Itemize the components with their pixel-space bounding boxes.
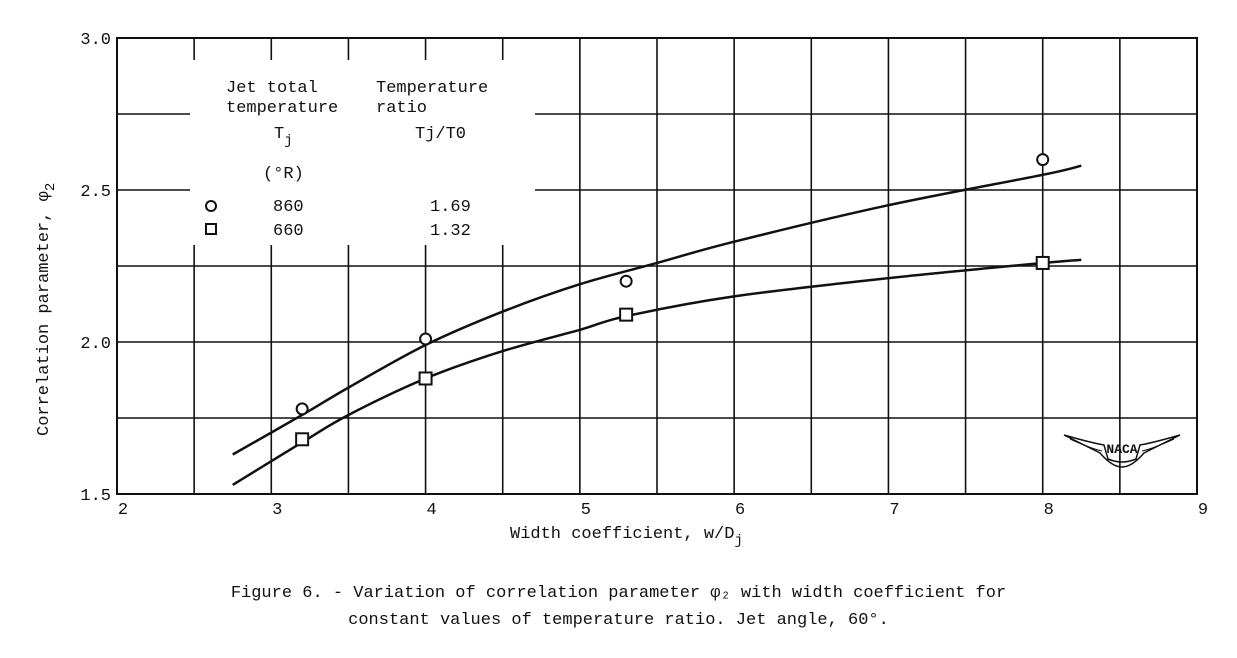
legend: Jet total temperature Temperature ratio … [190, 60, 535, 245]
naca-logo: NACA [1063, 434, 1181, 468]
x-axis-label: Width coefficient, w/Dj [510, 525, 743, 549]
data-point-circle [1036, 153, 1050, 167]
legend-col1-header-2: temperature [226, 99, 338, 118]
x-tick-label: 8 [1044, 501, 1054, 520]
x-tick-label: 4 [426, 501, 436, 520]
tick-labels: 2 3 4 5 6 7 8 9 1.5 2.0 2.5 3.0 [80, 31, 1208, 520]
plot-frame [116, 37, 1198, 495]
data-point-circle [295, 402, 309, 416]
data-point-square [619, 307, 634, 322]
legend-col2-header-1: Temperature [376, 79, 488, 98]
legend-col1-symbol: Tj [274, 125, 293, 149]
legend-row2-ratio: 1.32 [430, 222, 471, 241]
data-point-circle [619, 274, 633, 288]
legend-circle-marker [205, 200, 217, 212]
x-tick-label: 3 [272, 501, 282, 520]
legend-row1-ratio: 1.69 [430, 198, 471, 217]
data-point-square [418, 371, 433, 386]
x-tick-label: 7 [889, 501, 899, 520]
data-points [295, 153, 1050, 447]
legend-square-marker [205, 223, 217, 235]
curves [232, 164, 1082, 486]
legend-background [190, 60, 535, 245]
y-tick-label: 1.5 [80, 487, 111, 506]
caption-line-1: Figure 6. - Variation of correlation par… [230, 584, 1007, 603]
y-tick-label: 2.0 [80, 335, 111, 354]
y-axis-label: Correlation parameter, φ2 [35, 183, 59, 436]
legend-col1-header-1: Jet total [226, 79, 318, 98]
x-tick-label: 6 [735, 501, 745, 520]
svg-text:NACA: NACA [1106, 442, 1137, 457]
series-curve-square [232, 258, 1082, 486]
legend-row1-temperature: 860 [273, 198, 304, 217]
data-point-square [295, 432, 310, 447]
figure-caption: Figure 6. - Variation of correlation par… [0, 580, 1237, 634]
x-tick-label: 2 [118, 501, 128, 520]
data-point-circle [419, 332, 433, 346]
legend-row2-temperature: 660 [273, 222, 304, 241]
caption-line-2: constant values of temperature ratio. Je… [348, 611, 889, 630]
legend-col2-symbol: Tj/T0 [415, 125, 466, 144]
data-point-square [1035, 255, 1050, 270]
x-tick-label: 9 [1198, 501, 1208, 520]
legend-col1-unit: (°R) [263, 165, 304, 184]
x-tick-label: 5 [581, 501, 591, 520]
y-tick-label: 3.0 [80, 31, 111, 50]
legend-col2-header-2: ratio [376, 99, 427, 118]
y-tick-label: 2.5 [80, 183, 111, 202]
series-curve-circle [232, 164, 1082, 456]
